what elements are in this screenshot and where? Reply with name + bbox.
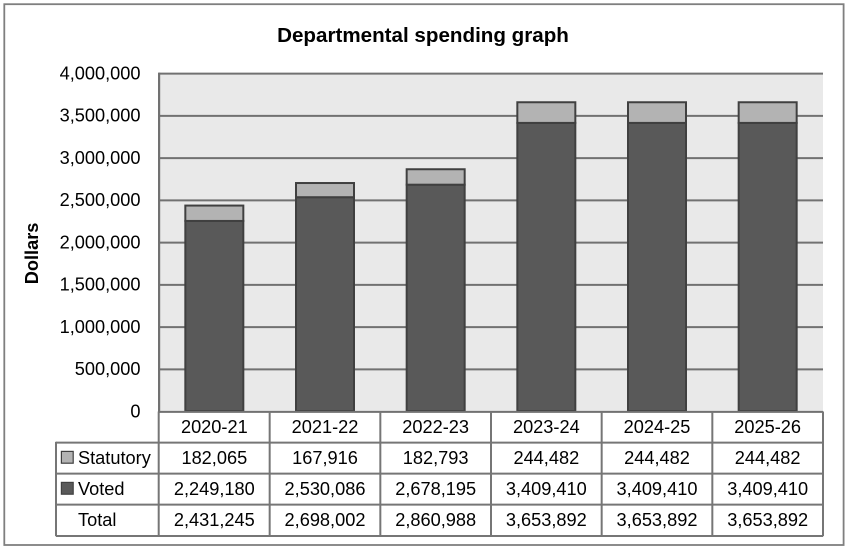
svg-text:3,653,892: 3,653,892 xyxy=(727,510,808,530)
svg-text:2025-26: 2025-26 xyxy=(734,417,801,437)
svg-text:3,409,410: 3,409,410 xyxy=(727,479,808,499)
svg-text:Dollars: Dollars xyxy=(22,223,42,285)
svg-text:1,000,000: 1,000,000 xyxy=(60,317,141,337)
svg-text:2,530,086: 2,530,086 xyxy=(285,479,366,499)
svg-text:2,431,245: 2,431,245 xyxy=(174,510,255,530)
svg-text:182,065: 182,065 xyxy=(181,448,247,468)
svg-text:2,000,000: 2,000,000 xyxy=(60,232,141,252)
svg-text:3,409,410: 3,409,410 xyxy=(506,479,587,499)
svg-text:3,000,000: 3,000,000 xyxy=(60,148,141,168)
svg-text:2,500,000: 2,500,000 xyxy=(60,190,141,210)
svg-text:Statutory: Statutory xyxy=(78,448,152,468)
svg-text:3,500,000: 3,500,000 xyxy=(60,106,141,126)
svg-text:Voted: Voted xyxy=(78,479,125,499)
svg-text:3,653,892: 3,653,892 xyxy=(617,510,698,530)
svg-text:2024-25: 2024-25 xyxy=(624,417,691,437)
svg-text:244,482: 244,482 xyxy=(624,448,690,468)
svg-text:4,000,000: 4,000,000 xyxy=(60,63,141,83)
svg-text:3,409,410: 3,409,410 xyxy=(617,479,698,499)
svg-text:2023-24: 2023-24 xyxy=(513,417,580,437)
svg-text:2,698,002: 2,698,002 xyxy=(285,510,366,530)
svg-text:167,916: 167,916 xyxy=(292,448,358,468)
svg-text:2,678,195: 2,678,195 xyxy=(395,479,476,499)
svg-text:2,249,180: 2,249,180 xyxy=(174,479,255,499)
svg-text:2021-22: 2021-22 xyxy=(292,417,359,437)
svg-text:Departmental spending graph: Departmental spending graph xyxy=(277,24,569,47)
svg-text:244,482: 244,482 xyxy=(735,448,801,468)
svg-text:2,860,988: 2,860,988 xyxy=(395,510,476,530)
svg-text:Total: Total xyxy=(78,510,116,530)
svg-text:2022-23: 2022-23 xyxy=(402,417,469,437)
svg-text:0: 0 xyxy=(130,401,140,421)
svg-text:244,482: 244,482 xyxy=(513,448,579,468)
svg-text:1,500,000: 1,500,000 xyxy=(60,275,141,295)
svg-text:3,653,892: 3,653,892 xyxy=(506,510,587,530)
svg-text:500,000: 500,000 xyxy=(75,359,141,379)
svg-text:2020-21: 2020-21 xyxy=(181,417,248,437)
svg-text:182,793: 182,793 xyxy=(403,448,469,468)
